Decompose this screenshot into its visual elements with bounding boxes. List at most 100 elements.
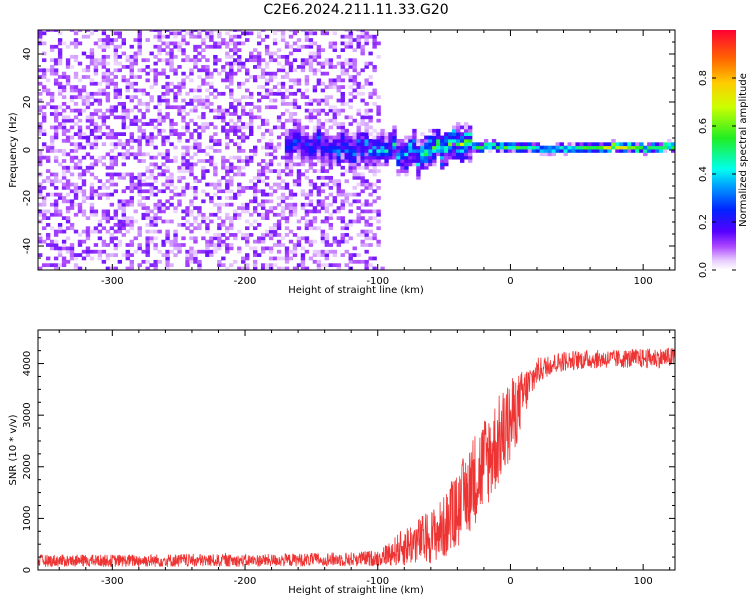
spectrogram-cell — [296, 138, 302, 143]
spectrogram-cell — [177, 222, 182, 227]
spectrogram-cell — [213, 172, 218, 177]
spectrogram-cell — [241, 41, 246, 46]
spectrogram-cell — [452, 142, 457, 147]
spectrogram-cell — [165, 138, 170, 143]
spectrogram-cell — [328, 41, 334, 46]
spectrogram-cell — [109, 179, 115, 184]
spectrogram-cell — [523, 142, 529, 147]
spectrogram-cell — [487, 149, 493, 153]
spectrogram-cell — [344, 233, 349, 237]
spectrogram-cell — [316, 149, 322, 153]
spectrogram-cell — [205, 34, 210, 39]
spectrogram-cell — [539, 145, 545, 150]
spectrogram-cell — [129, 199, 134, 204]
spectrogram-cell — [89, 165, 95, 170]
spectrogram-cell — [61, 85, 67, 89]
spectrogram-cell — [288, 189, 294, 194]
spectrogram-cell — [328, 165, 334, 170]
spectrogram-cell — [65, 219, 71, 224]
spectrogram-cell — [260, 95, 266, 100]
spectrogram-cell — [153, 105, 158, 110]
spectrogram-cell — [153, 30, 158, 32]
spectrogram-cell — [229, 34, 234, 39]
spectrogram-cell — [217, 202, 222, 207]
spectrogram-cell — [252, 249, 258, 254]
spectrogram-cell — [205, 65, 210, 69]
spectrogram-cell — [416, 165, 421, 170]
spectrogram-cell — [153, 71, 158, 76]
spectrogram-cell — [292, 243, 298, 247]
spectrogram-cell — [233, 216, 238, 220]
spectrogram-cell — [201, 68, 206, 73]
spectrogram-cell — [360, 122, 365, 126]
spectrogram-cell — [245, 95, 250, 100]
spectrogram-cell — [157, 48, 162, 52]
spectrogram-cell — [213, 30, 218, 32]
spectrogram-cell — [169, 202, 174, 207]
spectrogram-cell — [356, 165, 361, 170]
spectrogram-cell — [352, 58, 357, 63]
spectrogram-cell — [141, 212, 146, 217]
spectrogram-cell — [41, 196, 47, 200]
spectrogram-cell — [177, 85, 182, 89]
spectrogram-cell — [249, 115, 254, 120]
spectrogram-cell — [241, 132, 246, 136]
spectrogram-cell — [137, 263, 142, 268]
spectrogram-cell — [268, 186, 274, 190]
spectrogram-cell — [245, 78, 250, 83]
spectrogram-cell — [245, 58, 250, 63]
spectrogram-cell — [85, 135, 91, 140]
spectrogram-cell — [73, 102, 79, 106]
spectrogram-cell — [320, 30, 326, 32]
spectrogram-cell — [647, 142, 652, 147]
spectrogram-cell — [77, 165, 83, 170]
spectrogram-cell — [197, 102, 202, 106]
spectrogram-cell — [193, 226, 198, 231]
spectrogram-cell — [268, 54, 274, 59]
spectrogram-cell — [324, 98, 330, 103]
spectrogram-cell — [643, 145, 648, 150]
spectrogram-cell — [272, 226, 278, 231]
spectrogram-cell — [225, 142, 230, 147]
spectrogram-cell — [53, 256, 59, 261]
spectrogram-cell — [141, 172, 146, 177]
spectrogram-cell — [97, 44, 103, 49]
spectrogram-cell — [41, 132, 47, 136]
spectrogram-cell — [268, 162, 274, 167]
spectrogram-cell — [241, 31, 246, 36]
spectrogram-cell — [308, 118, 314, 123]
spectrogram-cell — [356, 199, 361, 204]
spectrogram-cell — [153, 135, 158, 140]
spectrogram-cell — [41, 209, 47, 214]
spectrogram-cell — [133, 186, 138, 190]
spectrogram-cell — [133, 155, 138, 160]
spectrogram-cell — [364, 209, 369, 214]
spectrogram-cell — [364, 229, 369, 234]
spectrogram-cell — [356, 206, 361, 210]
spectrogram-cell — [344, 128, 349, 133]
spectrogram-cell — [225, 212, 230, 217]
spectrogram-cell — [245, 88, 250, 93]
spectrogram-cell — [368, 118, 373, 123]
spectrogram-cell — [396, 152, 401, 157]
spectrogram-cell — [73, 253, 79, 257]
spectrogram-cell — [145, 142, 150, 147]
spectrogram-cell — [101, 44, 107, 49]
spectrogram-cell — [38, 152, 43, 157]
spectrogram-cell — [161, 182, 166, 187]
spectrogram-cell — [264, 229, 270, 234]
spectrogram-cell — [475, 149, 481, 153]
spectrogram-cell — [113, 162, 119, 167]
spectrogram-cell — [292, 122, 298, 126]
spectrogram-cell — [221, 118, 226, 123]
spectrogram-cell — [340, 125, 345, 130]
spectrogram-cell — [117, 44, 123, 49]
spectrogram-cell — [368, 186, 373, 190]
spectrogram-cell — [623, 145, 628, 150]
spectrogram-cell — [93, 162, 99, 167]
spectrogram-cell — [145, 175, 150, 180]
spectrogram-cell — [105, 98, 111, 103]
spectrogram-cell — [316, 48, 322, 52]
spectrogram-cell — [579, 142, 584, 147]
